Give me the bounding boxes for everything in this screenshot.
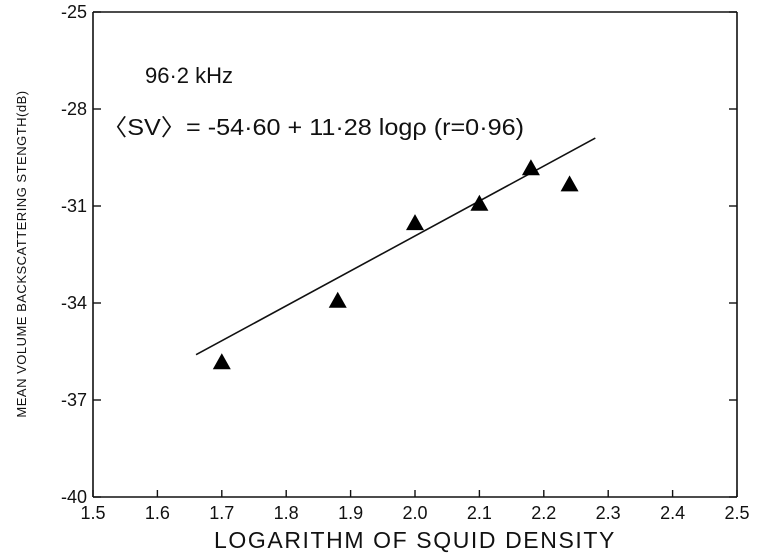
data-point-triangle: [328, 291, 347, 308]
x-ticks: 1.5 1.6 1.7 1.8 1.9 2.0 2.1 2.2 2.3 2.4 2.5: [80, 490, 750, 523]
data-point-triangle: [470, 194, 489, 211]
x-tick-label: 1.6: [145, 503, 170, 523]
x-tick-label: 2.3: [596, 503, 621, 523]
x-tick-label: 1.5: [80, 503, 105, 523]
y-tick-label: -34: [61, 293, 87, 313]
data-point-triangle: [212, 353, 231, 370]
x-tick-label: 1.7: [209, 503, 234, 523]
y-tick-label: -37: [61, 390, 87, 410]
x-tick-label: 2.5: [724, 503, 749, 523]
y-ticks: -40 -37 -34 -31 -28 -25: [61, 2, 737, 507]
x-tick-label: 2.0: [402, 503, 427, 523]
x-tick-label: 2.1: [467, 503, 492, 523]
x-tick-label: 2.2: [531, 503, 556, 523]
y-tick-label: -28: [61, 99, 87, 119]
data-point-triangle: [521, 159, 540, 176]
frequency-annotation: 96·2 kHz: [145, 63, 233, 88]
x-tick-label: 1.9: [338, 503, 363, 523]
y-axis-label: MEAN VOLUME BACKSCATTERING STENGTH(dB): [14, 90, 29, 417]
regression-equation: 〈SV〉= -54·60 + 11·28 logρ (r=0·96): [102, 114, 524, 140]
data-point-triangle: [406, 214, 424, 231]
y-tick-label: -40: [61, 487, 87, 507]
data-point-triangle: [560, 175, 579, 192]
x-tick-label: 1.8: [274, 503, 299, 523]
y-tick-label: -25: [61, 2, 87, 22]
x-axis-label: LOGARITHM OF SQUID DENSITY: [214, 527, 616, 553]
data-points: [212, 159, 579, 370]
y-tick-label: -31: [61, 196, 87, 216]
x-tick-label: 2.4: [660, 503, 685, 523]
